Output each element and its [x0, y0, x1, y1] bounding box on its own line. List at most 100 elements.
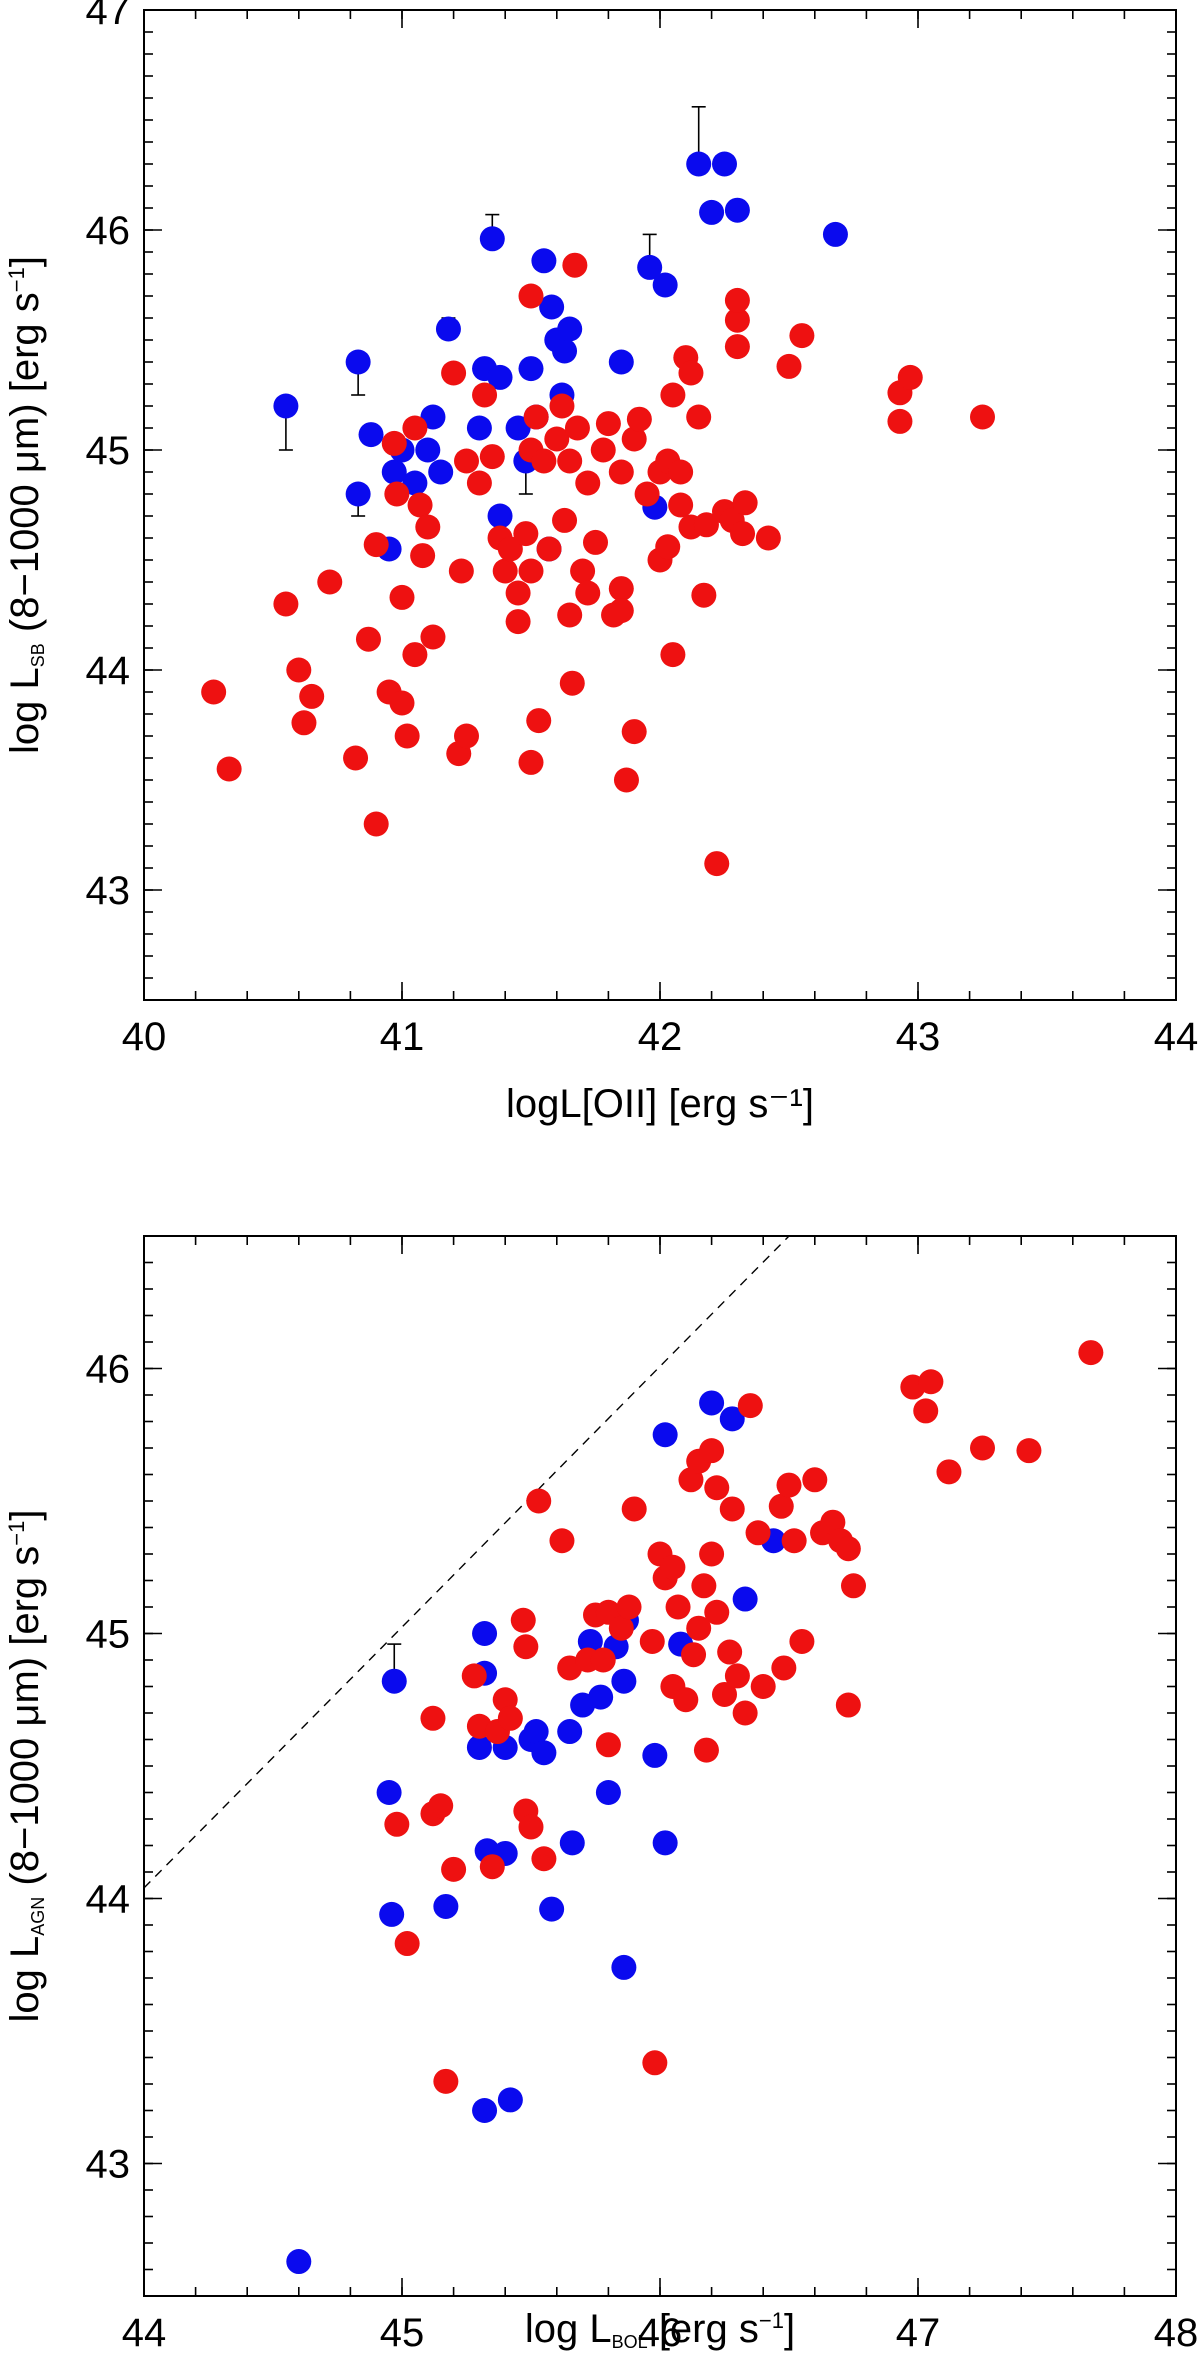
red-data-point	[317, 569, 343, 595]
red-data-point	[768, 1493, 794, 1519]
blue-data-point	[402, 470, 428, 496]
red-data-point	[1078, 1340, 1104, 1366]
red-data-point	[750, 1674, 776, 1699]
blue-data-point	[381, 1668, 407, 1694]
red-data-point	[681, 1642, 707, 1668]
red-data-point	[776, 1472, 802, 1498]
y-tick-label: 45	[86, 1613, 131, 1657]
red-data-point	[660, 1554, 686, 1580]
red-data-point	[678, 360, 704, 386]
blue-data-point	[273, 393, 299, 419]
blue-data-point	[466, 415, 492, 441]
red-data-point	[531, 448, 557, 474]
red-data-point	[717, 1639, 743, 1665]
red-data-point	[737, 1393, 763, 1419]
red-data-point	[394, 723, 420, 749]
red-data-point	[686, 1615, 712, 1641]
red-data-point	[410, 543, 436, 569]
red-data-point	[595, 411, 621, 437]
red-data-point	[655, 534, 681, 560]
red-data-point	[724, 1663, 750, 1689]
x-tick-label: 42	[638, 1015, 683, 1059]
red-data-point	[472, 382, 498, 408]
red-data-point	[608, 576, 634, 602]
blue-data-point	[732, 1586, 758, 1612]
red-data-point	[841, 1573, 866, 1599]
red-data-point	[704, 1599, 730, 1625]
top-y-axis-title: log LSB (8−1000 μm) [erg s−1]	[3, 256, 48, 754]
red-data-point	[291, 710, 317, 736]
red-data-point	[583, 529, 608, 555]
red-data-point	[776, 353, 802, 379]
red-data-point	[389, 584, 415, 610]
red-data-point	[513, 521, 539, 547]
red-data-point	[299, 683, 325, 709]
blue-data-point	[822, 221, 848, 247]
red-data-point	[363, 532, 389, 558]
red-data-point	[448, 558, 474, 584]
red-data-point	[789, 1628, 815, 1654]
red-data-point	[691, 582, 717, 608]
red-data-point	[755, 525, 781, 551]
red-data-point	[639, 1628, 665, 1654]
blue-data-point	[420, 404, 446, 430]
red-data-point	[608, 1615, 634, 1641]
red-data-point	[699, 1541, 725, 1567]
red-data-point	[441, 360, 467, 386]
red-data-point	[570, 558, 596, 584]
red-data-point	[526, 708, 552, 734]
red-data-point	[461, 1663, 487, 1689]
red-data-point	[549, 393, 575, 419]
red-data-point	[781, 1528, 807, 1554]
red-data-point	[608, 459, 634, 485]
x-tick-label: 44	[1154, 1015, 1199, 1059]
red-data-point	[479, 1854, 505, 1880]
blue-data-point	[518, 356, 544, 382]
bottom-x-axis-title: log LBOL [erg s−1]	[525, 2307, 795, 2352]
red-data-point	[466, 470, 492, 496]
y-tick-label: 44	[86, 1878, 131, 1922]
red-data-point	[621, 719, 647, 745]
one-to-one-dashed-line	[143, 1235, 790, 1889]
blue-data-point	[652, 1422, 678, 1448]
red-data-point	[699, 1438, 725, 1464]
red-data-point	[665, 1594, 691, 1620]
blue-data-point	[505, 415, 531, 441]
top-data-points	[201, 151, 995, 877]
x-tick-label: 46	[638, 2311, 683, 2355]
red-data-point	[732, 490, 758, 516]
red-data-point	[523, 404, 549, 430]
blue-data-point	[433, 1893, 459, 1919]
red-data-point	[505, 580, 531, 606]
red-data-point	[518, 283, 544, 309]
blue-data-point	[435, 316, 461, 342]
red-data-point	[660, 642, 686, 668]
red-data-point	[420, 1705, 446, 1731]
x-tick-label: 41	[380, 1015, 425, 1059]
blue-data-point	[497, 2087, 523, 2113]
red-data-point	[673, 1687, 699, 1713]
red-data-point	[693, 512, 719, 538]
red-data-point	[642, 2050, 668, 2076]
red-data-point	[590, 1647, 616, 1673]
blue-data-point	[379, 1901, 405, 1927]
red-data-point	[590, 437, 616, 463]
blue-data-point	[577, 1628, 603, 1654]
blue-data-point	[345, 349, 371, 375]
red-data-point	[660, 382, 686, 408]
red-data-point	[564, 415, 590, 441]
blue-data-point	[479, 226, 505, 252]
red-data-point	[492, 558, 518, 584]
y-tick-label: 46	[86, 1348, 131, 1392]
red-data-point	[363, 811, 389, 837]
red-data-point	[389, 690, 415, 716]
bottom-y-axis-title: log LAGN (8−1000 μm) [erg s−1]	[3, 1510, 48, 2023]
red-data-point	[719, 1496, 745, 1522]
red-data-point	[544, 426, 570, 452]
red-data-point	[897, 364, 923, 390]
bottom-reference-line	[143, 1235, 790, 1889]
y-tick-label: 44	[86, 649, 131, 693]
red-data-point	[415, 514, 441, 540]
red-data-point	[724, 334, 750, 360]
blue-data-point	[376, 1780, 402, 1805]
